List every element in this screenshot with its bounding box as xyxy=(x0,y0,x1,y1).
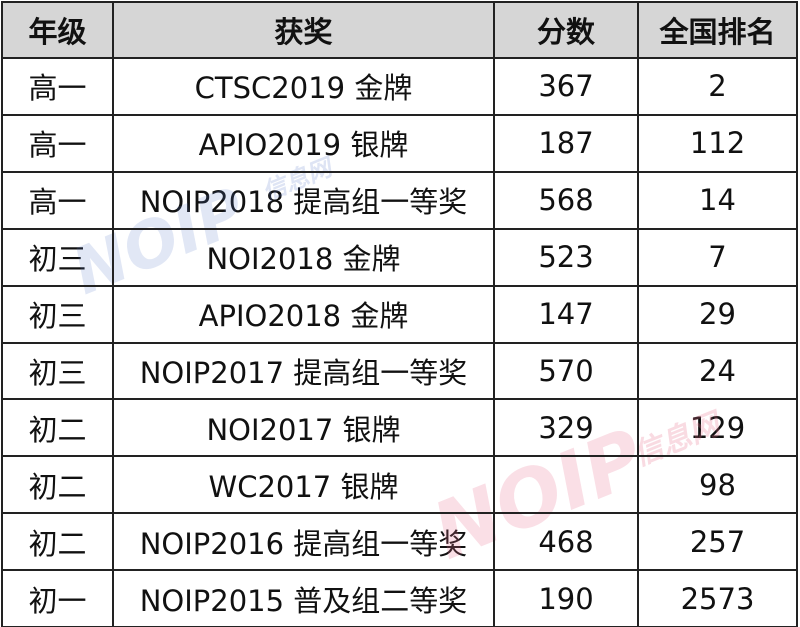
row-border xyxy=(2,57,797,59)
table-cell: 468 xyxy=(538,524,594,559)
table-cell: WC2017 银牌 xyxy=(208,469,399,504)
table-cell: 14 xyxy=(699,183,736,218)
row-border xyxy=(2,341,797,344)
header-cell: 分数 xyxy=(494,2,638,58)
table-cell: 初二 xyxy=(28,526,87,561)
row-border xyxy=(2,113,797,116)
table-cell: 190 xyxy=(538,581,594,616)
header-cell: 获奖 xyxy=(113,2,494,58)
header-cell: 年级 xyxy=(2,2,113,58)
column-border xyxy=(1,1,3,627)
table-cell: 523 xyxy=(538,240,594,275)
table-cell: 187 xyxy=(538,126,594,161)
table-cell: 29 xyxy=(699,297,736,332)
row-border xyxy=(2,512,797,515)
table-cell: 147 xyxy=(538,297,594,332)
table-cell: 高一 xyxy=(28,185,87,220)
table-cell: NOIP2015 普及组二等奖 xyxy=(139,583,468,618)
table-cell: APIO2019 银牌 xyxy=(198,128,409,163)
row-border xyxy=(2,455,797,458)
table-cell: CTSC2019 金牌 xyxy=(194,71,413,106)
row-border xyxy=(2,569,797,572)
table-cell: 568 xyxy=(538,183,594,218)
row-border xyxy=(2,284,797,287)
table-cell: 高一 xyxy=(28,71,87,106)
table-cell: 24 xyxy=(699,353,736,388)
table-cell: 初三 xyxy=(28,355,87,390)
table-cell: 570 xyxy=(538,353,594,388)
table-cell: 初二 xyxy=(28,469,87,504)
table-cell: 初二 xyxy=(28,412,87,447)
column-border xyxy=(112,1,114,627)
header-cell: 全国排名 xyxy=(638,2,797,58)
table-cell: 7 xyxy=(708,240,727,275)
table-cell: 367 xyxy=(538,69,594,104)
table-cell: 初三 xyxy=(28,299,87,334)
table-cell: APIO2018 金牌 xyxy=(198,299,409,334)
table-cell: NOIP2017 提高组一等奖 xyxy=(139,355,468,390)
table-cell: NOIP2018 提高组一等奖 xyxy=(139,185,468,220)
table-cell: 112 xyxy=(689,126,746,161)
row-border xyxy=(2,398,797,401)
column-border xyxy=(637,1,639,627)
row-border xyxy=(2,170,797,173)
table-cell: NOI2017 银牌 xyxy=(206,412,401,447)
table-cell: 257 xyxy=(689,524,746,559)
table-cell: 129 xyxy=(689,410,746,445)
table-cell: 2 xyxy=(708,69,727,104)
table-cell: 98 xyxy=(699,467,736,502)
table-cell: NOI2018 金牌 xyxy=(206,242,401,277)
row-border xyxy=(2,1,797,3)
column-border xyxy=(796,1,798,627)
column-border xyxy=(493,1,495,627)
table-cell: 329 xyxy=(538,410,594,445)
table-cell: 初三 xyxy=(28,242,87,277)
table-cell: 初一 xyxy=(28,583,87,618)
table-cell: 2573 xyxy=(680,581,755,616)
table-cell: NOIP2016 提高组一等奖 xyxy=(139,526,468,561)
table-cell: 高一 xyxy=(28,128,87,163)
row-border xyxy=(2,227,797,230)
